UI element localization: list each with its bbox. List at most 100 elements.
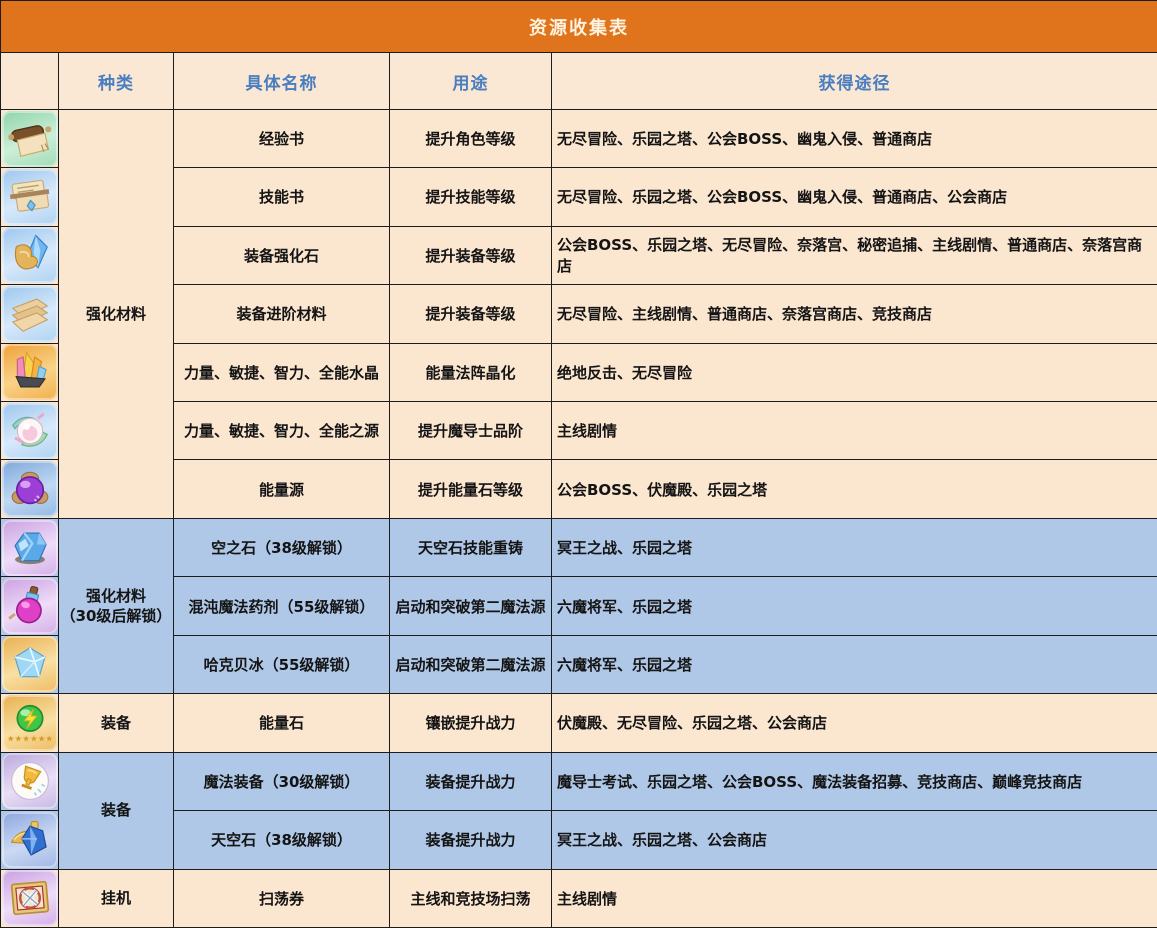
- category-label: 装备: [100, 801, 131, 820]
- table-row: 装备 魔法装备（30级解锁） 装备提升战力 魔导士考试、乐园之塔、公会BOSS、…: [0, 751, 1157, 870]
- icon-cell: [0, 517, 59, 578]
- item-use: 天空石技能重铸: [389, 517, 552, 578]
- item-use: 提升技能等级: [389, 167, 552, 227]
- item-name: 技能书: [173, 167, 390, 227]
- header-type: 种类: [58, 52, 174, 110]
- header-source: 获得途径: [550, 52, 1157, 110]
- sky-stone-gem-icon: [1, 811, 58, 868]
- item-name: 空之石（38级解锁）: [173, 517, 390, 578]
- table-row: 技能书 提升技能等级 无尽冒险、乐园之塔、公会BOSS、幽鬼入侵、普通商店、公会…: [0, 167, 1157, 227]
- magic-equipment-icon: [1, 753, 58, 810]
- icon-cell: [0, 225, 59, 286]
- header-icon-spacer: [0, 52, 59, 110]
- category-label: 强化材料: [85, 586, 146, 605]
- item-source: 魔导士考试、乐园之塔、公会BOSS、魔法装备招募、竞技商店、巅峰竞技商店: [550, 751, 1157, 812]
- item-use: 启动和突破第二魔法源: [389, 576, 552, 636]
- item-source: 冥王之战、乐园之塔、公会商店: [550, 810, 1157, 870]
- chaos-potion-icon: [1, 578, 58, 635]
- item-source: 六魔将军、乐园之塔: [550, 634, 1157, 695]
- item-source: 冥王之战、乐园之塔: [550, 517, 1157, 578]
- item-use: 镶嵌提升战力: [389, 693, 552, 753]
- icon-cell: [0, 810, 59, 870]
- icon-cell: [0, 400, 59, 461]
- header-row: 种类 具体名称 用途 获得途径: [0, 52, 1157, 110]
- item-use: 提升角色等级: [389, 108, 552, 169]
- icon-cell: [0, 108, 59, 169]
- item-source: 伏魔殿、无尽冒险、乐园之塔、公会商店: [550, 693, 1157, 753]
- icon-cell: [0, 284, 59, 344]
- item-use: 启动和突破第二魔法源: [389, 634, 552, 695]
- item-source: 无尽冒险、主线剧情、普通商店、奈落宫商店、竞技商店: [550, 284, 1157, 344]
- icon-cell: [0, 868, 59, 928]
- header-name: 具体名称: [173, 52, 390, 110]
- item-source: 公会BOSS、伏魔殿、乐园之塔: [550, 459, 1157, 519]
- icon-cell: [0, 751, 59, 812]
- item-use: 能量法阵晶化: [389, 342, 552, 403]
- category-label: 装备: [100, 713, 131, 732]
- item-use: 主线和竞技场扫荡: [389, 868, 552, 928]
- energy-source-orb-icon: [1, 461, 58, 518]
- item-name: 哈克贝冰（55级解锁）: [173, 634, 390, 695]
- energy-stone-icon: ★★★★★★: [1, 694, 58, 751]
- table-row: 强化材料 （30级后解锁） 空之石（38级解锁） 天空石技能重铸 冥王之战、乐园…: [0, 517, 1157, 695]
- item-name: 经验书: [173, 108, 390, 169]
- item-source: 绝地反击、无尽冒险: [550, 342, 1157, 403]
- table-row: 天空石（38级解锁） 装备提升战力 冥王之战、乐园之塔、公会商店: [0, 810, 1157, 870]
- item-name: 混沌魔法药剂（55级解锁）: [173, 576, 390, 636]
- category-label: 强化材料: [85, 304, 146, 323]
- advance-material-icon: [1, 285, 58, 342]
- item-name: 力量、敏捷、智力、全能之源: [173, 400, 390, 461]
- category-cell: 强化材料: [58, 108, 174, 519]
- item-name: 扫荡券: [173, 868, 390, 928]
- item-name: 装备进阶材料: [173, 284, 390, 344]
- title-row: 资源收集表: [0, 0, 1157, 54]
- item-source: 六魔将军、乐园之塔: [550, 576, 1157, 636]
- page-title: 资源收集表: [0, 0, 1157, 54]
- item-source: 公会BOSS、乐园之塔、无尽冒险、奈落宫、秘密追捕、主线剧情、普通商店、奈落宫商…: [550, 225, 1157, 286]
- exp-book-scroll-icon: [1, 110, 58, 167]
- category-cell: 强化材料 （30级后解锁）: [58, 517, 174, 695]
- item-name: 魔法装备（30级解锁）: [173, 751, 390, 812]
- category-cell: 装备: [58, 751, 174, 870]
- stat-source-orb-icon: [1, 402, 58, 459]
- category-cell: 挂机: [58, 868, 174, 928]
- item-use: 提升能量石等级: [389, 459, 552, 519]
- header-use: 用途: [389, 52, 552, 110]
- table-row: 装备进阶材料 提升装备等级 无尽冒险、主线剧情、普通商店、奈落宫商店、竞技商店: [0, 284, 1157, 344]
- table-row: 力量、敏捷、智力、全能之源 提升魔导士品阶 主线剧情: [0, 400, 1157, 461]
- item-name: 力量、敏捷、智力、全能水晶: [173, 342, 390, 403]
- table-row: 能量源 提升能量石等级 公会BOSS、伏魔殿、乐园之塔: [0, 459, 1157, 519]
- sweep-ticket-icon: [1, 870, 58, 927]
- huckle-ice-gem-icon: [1, 636, 58, 693]
- enhance-stone-icon: [1, 227, 58, 284]
- item-source: 主线剧情: [550, 400, 1157, 461]
- void-stone-ice-icon: [1, 519, 58, 576]
- item-use: 提升装备等级: [389, 284, 552, 344]
- table-row: 混沌魔法药剂（55级解锁） 启动和突破第二魔法源 六魔将军、乐园之塔: [0, 576, 1157, 636]
- item-use: 装备提升战力: [389, 751, 552, 812]
- item-use: 提升魔导士品阶: [389, 400, 552, 461]
- icon-cell: [0, 342, 59, 403]
- table-row: 力量、敏捷、智力、全能水晶 能量法阵晶化 绝地反击、无尽冒险: [0, 342, 1157, 403]
- table-row: 强化材料 经验书 提升角色等级 无尽冒险、乐园之塔、公会BOSS、幽鬼入侵、普通…: [0, 108, 1157, 519]
- table-row: 装备强化石 提升装备等级 公会BOSS、乐园之塔、无尽冒险、奈落宫、秘密追捕、主…: [0, 225, 1157, 286]
- table-row: 哈克贝冰（55级解锁） 启动和突破第二魔法源 六魔将军、乐园之塔: [0, 634, 1157, 695]
- table-row: ★★★★★★ 装备 能量石 镶嵌提升战力 伏魔殿、无尽冒险、乐园之塔、公会商店: [0, 693, 1157, 753]
- icon-cell: [0, 634, 59, 695]
- item-name: 能量石: [173, 693, 390, 753]
- item-source: 无尽冒险、乐园之塔、公会BOSS、幽鬼入侵、普通商店: [550, 108, 1157, 169]
- item-source: 主线剧情: [550, 868, 1157, 928]
- category-label: 挂机: [100, 889, 131, 908]
- category-cell: 装备: [58, 693, 174, 753]
- item-name: 能量源: [173, 459, 390, 519]
- icon-cell: ★★★★★★: [0, 693, 59, 753]
- item-use: 提升装备等级: [389, 225, 552, 286]
- skill-book-icon: [1, 168, 58, 225]
- category-sublabel: （30级后解锁）: [60, 607, 172, 626]
- icon-cell: [0, 167, 59, 227]
- icon-cell: [0, 459, 59, 519]
- item-name: 装备强化石: [173, 225, 390, 286]
- item-use: 装备提升战力: [389, 810, 552, 870]
- item-name: 天空石（38级解锁）: [173, 810, 390, 870]
